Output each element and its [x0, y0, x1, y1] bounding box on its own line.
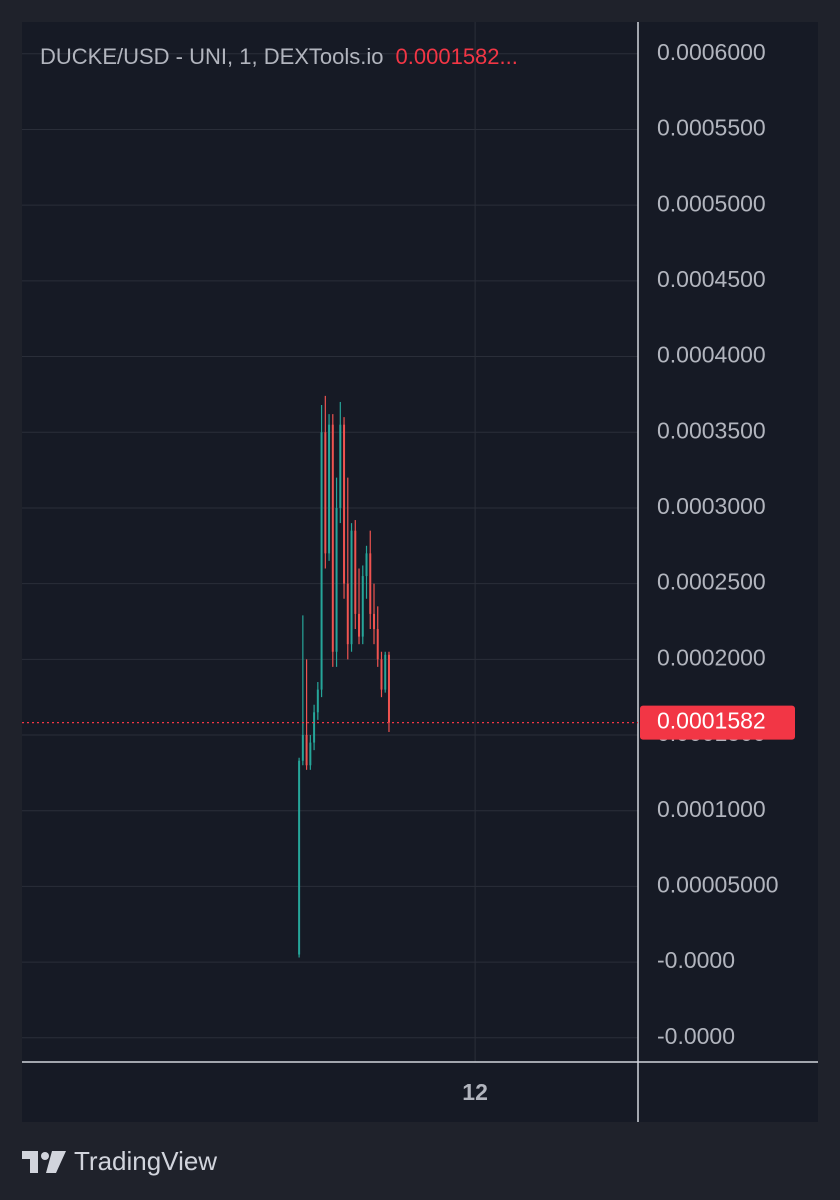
- logo-part: [46, 1151, 66, 1173]
- y-tick-label: 0.0003000: [657, 493, 766, 519]
- candle-body: [361, 576, 364, 637]
- brand: TradingView: [74, 1146, 217, 1176]
- candle-body: [358, 613, 361, 637]
- candle-body: [324, 432, 327, 554]
- candle-body: [346, 583, 349, 645]
- x-tick-label: 12: [462, 1079, 488, 1105]
- candle-body: [331, 424, 334, 652]
- candle-body: [298, 760, 301, 955]
- y-tick-label: 0.0002000: [657, 644, 766, 670]
- y-tick-label: -0.0000: [657, 947, 735, 973]
- y-tick-label: 0.0006000: [657, 39, 766, 65]
- candle-body: [313, 712, 316, 743]
- grid: [22, 22, 638, 1062]
- y-tick-label: 0.0001000: [657, 796, 766, 822]
- candle-body: [320, 432, 323, 690]
- candle-body: [305, 735, 308, 766]
- candle-body: [350, 530, 353, 645]
- y-tick-label: -0.0000: [657, 1023, 735, 1049]
- legend-value: 0.0001582...: [396, 44, 518, 69]
- candle-body: [316, 689, 319, 713]
- candle-body: [384, 654, 387, 690]
- y-tick-label: 0.0004000: [657, 342, 766, 368]
- candle-body: [339, 424, 342, 508]
- logo-part: [41, 1152, 49, 1160]
- y-tick-label: 0.0003500: [657, 417, 766, 443]
- y-tick-label: 0.0005500: [657, 115, 766, 141]
- candle-body: [335, 507, 338, 652]
- chart-legend: DUCKE/USD - UNI, 1, DEXTools.io 0.0001582…: [40, 44, 518, 69]
- candle-body: [328, 424, 331, 554]
- candle-body: [301, 735, 304, 761]
- last-price-label: 0.0001582: [657, 708, 766, 734]
- y-tick-label: 0.0002500: [657, 569, 766, 595]
- candle-body: [343, 424, 346, 584]
- logo-part: [30, 1151, 38, 1173]
- candle-body: [387, 654, 390, 723]
- candle-body: [373, 613, 375, 630]
- y-tick-label: 0.0004500: [657, 266, 766, 292]
- candles: [298, 395, 390, 958]
- candle-body: [309, 742, 312, 766]
- tradingview-logo: TradingView: [22, 1146, 217, 1176]
- candle-body: [365, 553, 368, 577]
- y-tick-label: 0.0005000: [657, 190, 766, 216]
- y-tick-label: 0.00005000: [657, 871, 779, 897]
- last-price-badge: [640, 705, 795, 740]
- chart-title: DUCKE/USD - UNI, 1, DEXTools.io: [40, 44, 384, 69]
- candle-body: [376, 629, 379, 660]
- candle-body: [369, 553, 372, 614]
- candle-body: [354, 530, 357, 614]
- candle-body: [380, 659, 383, 690]
